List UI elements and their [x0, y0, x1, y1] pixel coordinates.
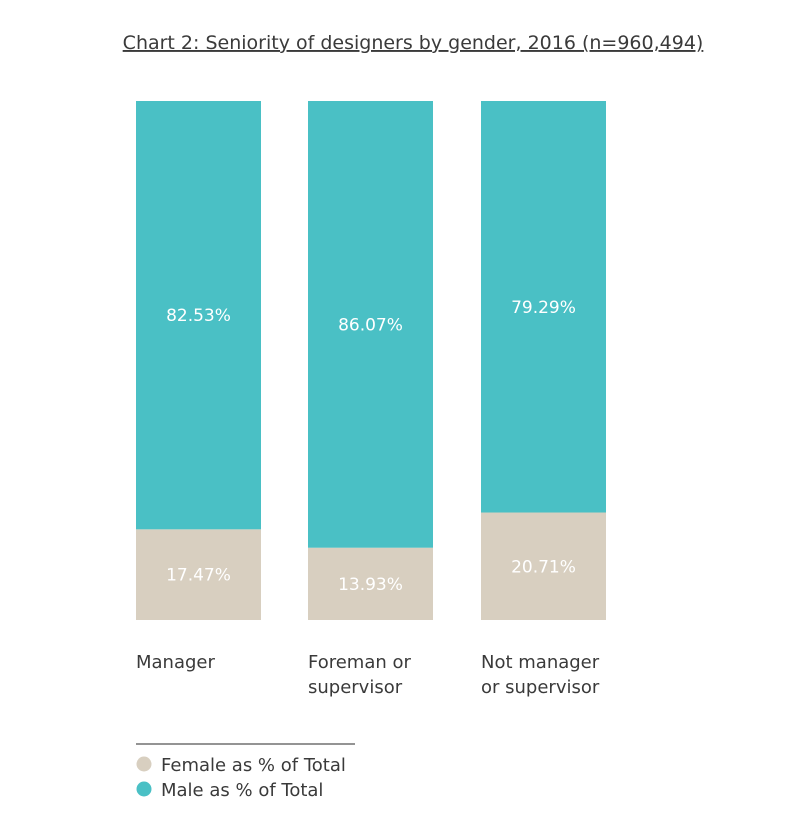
- data-label-female-1: 13.93%: [338, 575, 403, 595]
- legend-label-0: Female as % of Total: [161, 755, 346, 776]
- bar-female-0: [136, 529, 261, 620]
- bar-male-0: [136, 101, 261, 530]
- category-labels: Manager Foreman or supervisor Not manager or…: [136, 652, 600, 698]
- data-label-male-2: 79.29%: [511, 298, 576, 318]
- category-label-1-0: Foreman or: [308, 652, 412, 673]
- bar-female-2: [481, 512, 606, 620]
- category-label-0-0: Manager: [136, 652, 215, 673]
- bar-male-2: [481, 101, 606, 513]
- category-label-2-1: or supervisor: [481, 677, 600, 698]
- data-label-female-0: 17.47%: [166, 566, 231, 586]
- data-label-male-1: 86.07%: [338, 315, 403, 335]
- data-label-male-0: 82.53%: [166, 306, 231, 326]
- category-label-2-0: Not manager: [481, 652, 600, 673]
- category-label-1-1: supervisor: [308, 677, 403, 698]
- legend-label-1: Male as % of Total: [161, 780, 323, 801]
- bar-male-1: [308, 101, 433, 548]
- data-label-female-2: 20.71%: [511, 557, 576, 577]
- chart-title: Chart 2: Seniority of designers by gende…: [123, 32, 704, 54]
- bars-group: 17.47% 82.53% 13.93% 86.07% 20.71% 79.29%: [136, 101, 606, 620]
- legend-swatch-0: [136, 756, 152, 772]
- legend-swatch-1: [136, 781, 152, 797]
- bar-female-1: [308, 547, 433, 620]
- legend: Female as % of Total Male as % of Total: [136, 755, 346, 801]
